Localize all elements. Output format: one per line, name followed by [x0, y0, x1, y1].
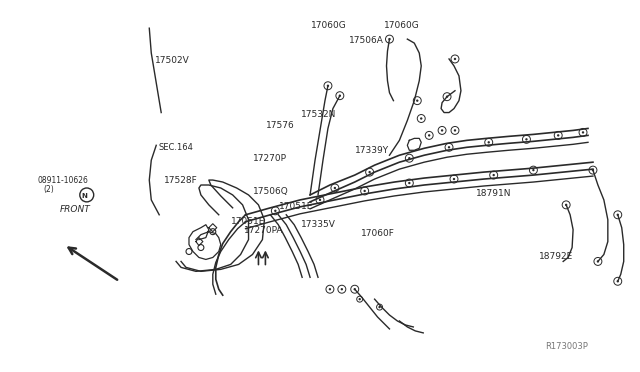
Text: R173003P: R173003P: [545, 342, 588, 351]
Text: 17060G: 17060G: [310, 21, 346, 30]
Circle shape: [274, 210, 276, 212]
Circle shape: [339, 94, 341, 97]
Circle shape: [388, 38, 390, 40]
Text: 17506A: 17506A: [349, 36, 383, 45]
Circle shape: [420, 117, 422, 120]
Text: 17051E: 17051E: [231, 217, 266, 225]
Text: 17270PA: 17270PA: [244, 226, 284, 235]
Text: 17060G: 17060G: [383, 21, 419, 30]
Circle shape: [428, 134, 430, 137]
Circle shape: [616, 214, 619, 216]
Circle shape: [369, 171, 371, 173]
Circle shape: [592, 169, 594, 171]
Circle shape: [557, 134, 559, 137]
Circle shape: [353, 288, 356, 291]
Circle shape: [340, 288, 343, 291]
Text: 17270P: 17270P: [253, 154, 287, 163]
Circle shape: [448, 146, 450, 148]
Circle shape: [333, 187, 336, 189]
Text: 17576: 17576: [266, 121, 295, 129]
Text: FRONT: FRONT: [60, 205, 90, 215]
Circle shape: [493, 174, 495, 176]
Circle shape: [616, 280, 619, 282]
Text: 08911-10626: 08911-10626: [37, 176, 88, 185]
Text: 17051E: 17051E: [278, 202, 313, 211]
Text: 17339Y: 17339Y: [355, 147, 389, 155]
Circle shape: [454, 129, 456, 132]
Text: SEC.164: SEC.164: [158, 143, 193, 152]
Circle shape: [582, 131, 584, 134]
Text: 17502V: 17502V: [155, 56, 189, 65]
Text: 18791N: 18791N: [476, 189, 511, 198]
Text: 17335V: 17335V: [301, 220, 336, 229]
Circle shape: [378, 306, 381, 308]
Circle shape: [446, 96, 448, 98]
Circle shape: [408, 182, 410, 184]
Text: (2): (2): [44, 185, 54, 194]
Circle shape: [596, 260, 599, 263]
Circle shape: [525, 138, 527, 141]
Text: 17060F: 17060F: [362, 230, 395, 238]
Text: 17528F: 17528F: [164, 176, 198, 185]
Circle shape: [364, 190, 366, 192]
Text: 17506Q: 17506Q: [253, 187, 289, 196]
Circle shape: [565, 203, 567, 206]
Circle shape: [488, 141, 490, 144]
Circle shape: [358, 298, 361, 300]
Circle shape: [453, 178, 455, 180]
Text: 18792E: 18792E: [539, 251, 573, 261]
Circle shape: [319, 199, 321, 201]
Text: N: N: [82, 193, 88, 199]
Text: 17532N: 17532N: [301, 109, 336, 119]
Circle shape: [416, 99, 419, 102]
Circle shape: [408, 157, 410, 159]
Circle shape: [532, 169, 534, 171]
Circle shape: [441, 129, 444, 132]
Circle shape: [454, 58, 456, 60]
Circle shape: [329, 288, 331, 291]
Circle shape: [327, 84, 329, 87]
